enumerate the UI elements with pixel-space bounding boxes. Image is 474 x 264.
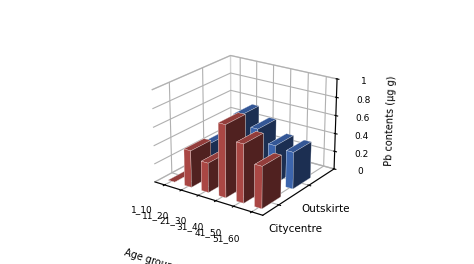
X-axis label: Age groups (years): Age groups (years) <box>123 247 214 264</box>
